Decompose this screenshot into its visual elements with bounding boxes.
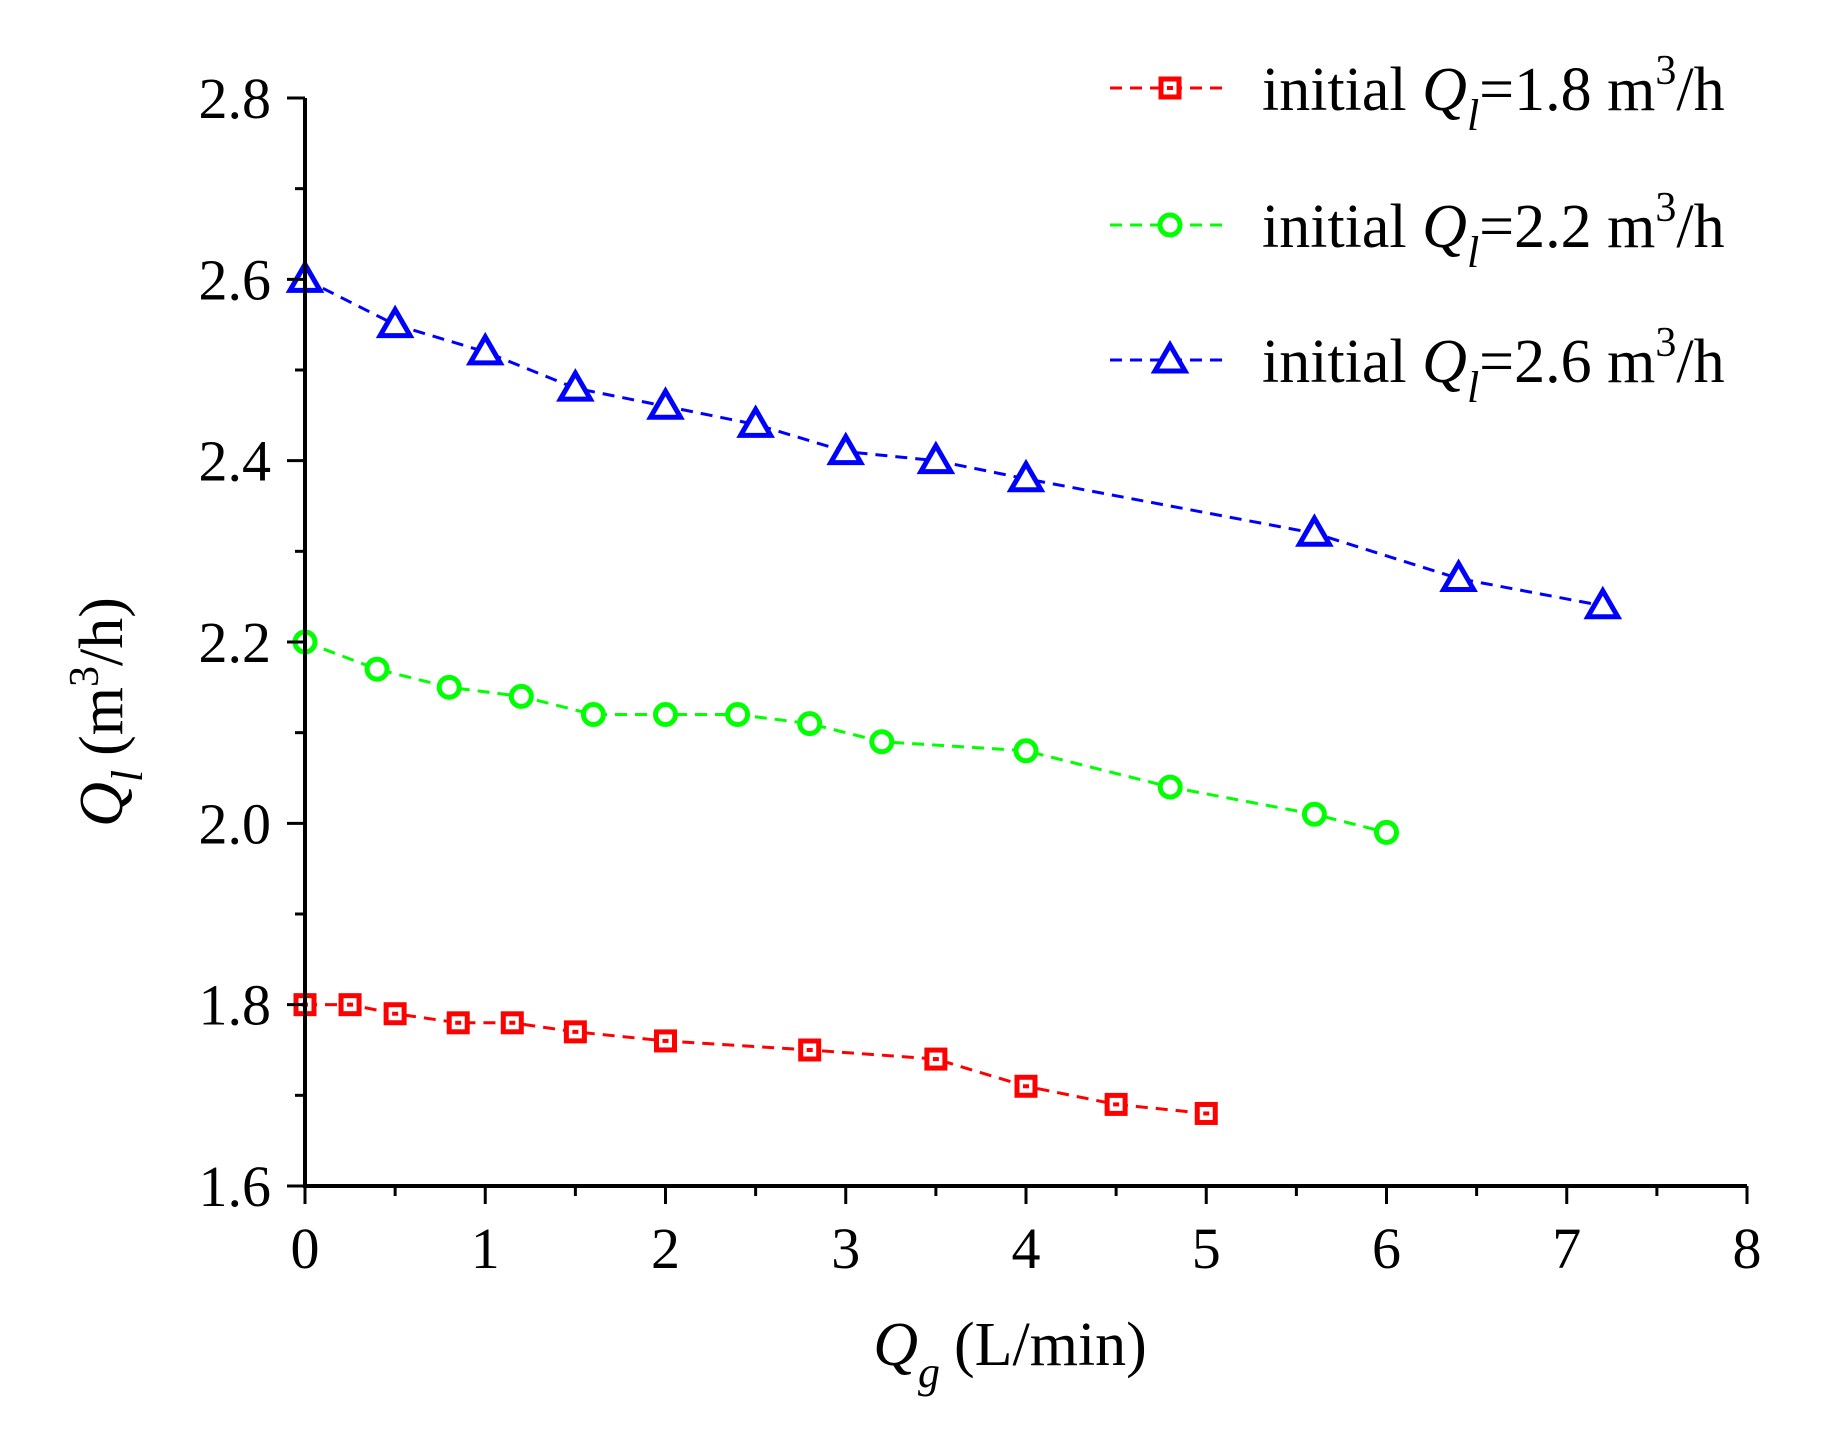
legend-label-1-sup: 3 xyxy=(1655,48,1676,94)
data-point-s3-6 xyxy=(736,404,775,438)
data-point-s1-12 xyxy=(1194,1101,1218,1125)
data-point-s2-6 xyxy=(653,702,678,728)
x-tick-label: 6 xyxy=(1372,1216,1401,1281)
legend-item-1: initial Ql=1.8 m3/h xyxy=(1110,48,1725,140)
y-axis-title-unit-open: (m xyxy=(68,687,136,756)
legend-marker-shape-1 xyxy=(1158,76,1182,100)
legend-marker-shape-2 xyxy=(1157,212,1183,238)
data-point-s1-9 xyxy=(924,1047,948,1071)
data-point-s2-8 xyxy=(797,711,823,737)
data-point-s3-10 xyxy=(1295,513,1334,547)
data-point-s2-2 xyxy=(364,656,390,682)
data-point-s3-8 xyxy=(916,440,956,475)
x-tick-label: 4 xyxy=(1012,1216,1041,1281)
x-tick-label: 1 xyxy=(471,1216,500,1281)
series-line-2 xyxy=(304,640,1387,834)
legend-item-3: initial Ql=2.6 m3/h xyxy=(1110,320,1725,412)
data-point-s1-2 xyxy=(338,993,362,1017)
data-point-s1-10 xyxy=(1014,1074,1038,1098)
data-point-s1-5 xyxy=(500,1011,524,1035)
legend-label-1-unit: /h xyxy=(1676,56,1724,124)
plot-lines xyxy=(304,277,1604,1115)
y-axis-title-subscript: l xyxy=(103,770,152,782)
data-point-s3-4 xyxy=(556,368,595,402)
y-tick-label: 2.0 xyxy=(199,791,272,856)
data-point-s1-6 xyxy=(563,1020,587,1044)
data-point-s2-7 xyxy=(725,702,751,728)
data-point-s2-3 xyxy=(436,674,462,700)
plot-markers xyxy=(285,259,1623,1125)
data-point-s3-7 xyxy=(826,431,866,466)
legend-label-1-symbol: Q xyxy=(1422,56,1467,124)
y-tick-label: 2.2 xyxy=(199,610,272,675)
y-axis-title-symbol: Q xyxy=(68,782,136,827)
legend-label-3-value: =2.6 m xyxy=(1479,328,1655,396)
legend-label-1: initial Ql=1.8 m3/h xyxy=(1262,48,1725,140)
x-tick-label: 7 xyxy=(1552,1216,1581,1281)
x-tick-label: 3 xyxy=(831,1216,860,1281)
legend-label-2-unit: /h xyxy=(1676,193,1724,261)
data-point-s3-2 xyxy=(375,304,415,339)
y-tick-label: 1.8 xyxy=(199,973,272,1038)
legend-marker-shape-3 xyxy=(1150,339,1190,374)
legend-label-2-prefix: initial xyxy=(1262,193,1422,261)
legend: initial Ql=1.8 m3/h initial Ql=2.2 m3/h … xyxy=(1110,48,1725,412)
data-point-s2-5 xyxy=(580,702,606,728)
x-axis-title-symbol: Q xyxy=(873,1311,918,1379)
x-tick-label: 5 xyxy=(1192,1216,1221,1281)
legend-label-2-symbol: Q xyxy=(1422,193,1467,261)
legend-label-2: initial Ql=2.2 m3/h xyxy=(1262,185,1725,277)
data-point-s1-4 xyxy=(446,1011,470,1035)
data-point-s3-3 xyxy=(465,331,505,366)
legend-label-1-sub: l xyxy=(1467,91,1479,140)
x-tick-label: 2 xyxy=(651,1216,680,1281)
x-axis-title-unit: (L/min) xyxy=(954,1311,1147,1379)
data-point-s2-12 xyxy=(1301,801,1327,827)
y-tick-label: 2.8 xyxy=(199,66,272,131)
y-axis-title: Ql (m3/h) xyxy=(62,597,152,827)
data-point-s2-13 xyxy=(1374,819,1399,845)
data-point-s2-10 xyxy=(1013,738,1039,764)
legend-marker-2 xyxy=(1157,212,1183,238)
legend-label-3-symbol: Q xyxy=(1422,328,1467,396)
x-tick-label: 8 xyxy=(1733,1216,1762,1281)
data-point-s1-7 xyxy=(654,1029,677,1053)
data-point-s2-9 xyxy=(869,729,895,755)
legend-marker-3 xyxy=(1150,339,1190,374)
legend-label-1-prefix: initial xyxy=(1262,56,1422,124)
y-tick-label: 1.6 xyxy=(199,1154,272,1219)
series-line-3 xyxy=(304,277,1604,608)
x-axis-title-subscript: g xyxy=(918,1348,940,1397)
x-tick-label: 0 xyxy=(291,1216,320,1281)
x-axis-title: Qg (L/min) xyxy=(873,1311,1147,1397)
legend-label-3-prefix: initial xyxy=(1262,328,1422,396)
y-tick-label: 2.4 xyxy=(199,429,272,494)
legend-label-1-value: =1.8 m xyxy=(1479,56,1655,124)
data-point-s2-11 xyxy=(1157,774,1183,800)
data-point-s3-11 xyxy=(1439,558,1478,593)
data-point-s3-9 xyxy=(1006,458,1046,493)
legend-label-3-sub: l xyxy=(1467,363,1479,412)
data-point-s3-5 xyxy=(646,386,685,420)
legend-label-3-sup: 3 xyxy=(1655,320,1676,366)
y-axis-title-unit-sup: 3 xyxy=(62,666,108,687)
legend-label-2-value: =2.2 m xyxy=(1479,193,1655,261)
data-point-s1-8 xyxy=(798,1038,822,1062)
data-point-s1-11 xyxy=(1104,1092,1128,1116)
ticks: 0 1 2 3 4 5 6 7 8 1.6 1.8 2.0 2.2 2.4 2.6 2.8 xyxy=(199,66,1762,1281)
y-axis-title-unit-close: /h) xyxy=(68,597,136,666)
data-point-s2-4 xyxy=(508,683,534,709)
y-tick-label: 2.6 xyxy=(199,247,272,312)
legend-label-3-unit: /h xyxy=(1676,328,1724,396)
legend-marker-1 xyxy=(1158,76,1182,100)
legend-label-2-sub: l xyxy=(1467,228,1479,277)
legend-item-2: initial Ql=2.2 m3/h xyxy=(1110,185,1725,277)
data-point-s1-3 xyxy=(383,1002,407,1026)
legend-label-2-sup: 3 xyxy=(1655,185,1676,231)
data-point-s3-12 xyxy=(1583,585,1623,620)
series-line-1 xyxy=(305,1003,1207,1115)
legend-label-3: initial Ql=2.6 m3/h xyxy=(1262,320,1725,412)
